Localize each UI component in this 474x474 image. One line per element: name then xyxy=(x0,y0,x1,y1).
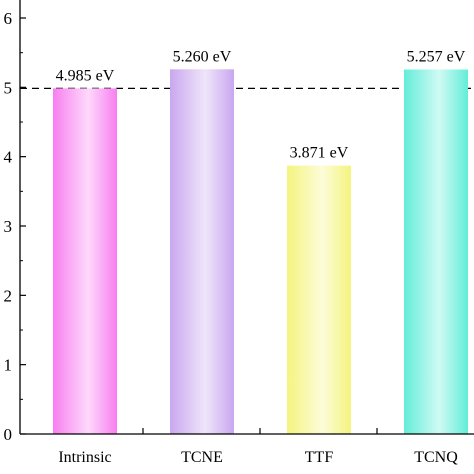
y-tick-label-3: 3 xyxy=(4,217,13,236)
data-label-intrinsic: 4.985 eV xyxy=(56,67,115,84)
data-label-ttf: 3.871 eV xyxy=(290,145,349,162)
bar-tcnq xyxy=(404,69,468,435)
x-tick-label-intrinsic: Intrinsic xyxy=(58,449,111,466)
bar-intrinsic xyxy=(53,88,117,434)
y-tick-label-4: 4 xyxy=(4,148,13,167)
data-label-tcne: 5.260 eV xyxy=(173,48,232,65)
bar-tcne xyxy=(170,69,234,434)
y-tick-label-6: 6 xyxy=(4,9,13,28)
y-tick-label-0: 0 xyxy=(4,425,13,444)
bar-ttf xyxy=(287,165,351,435)
y-tick-label-1: 1 xyxy=(4,356,13,375)
x-tick-label-ttf: TTF xyxy=(305,449,334,466)
y-tick-label-2: 2 xyxy=(4,286,13,305)
x-tick-label-tcne: TCNE xyxy=(181,449,223,466)
data-label-tcnq: 5.257 eV xyxy=(407,49,466,66)
y-tick-label-5: 5 xyxy=(4,78,13,97)
x-tick-label-tcnq: TCNQ xyxy=(414,449,458,466)
